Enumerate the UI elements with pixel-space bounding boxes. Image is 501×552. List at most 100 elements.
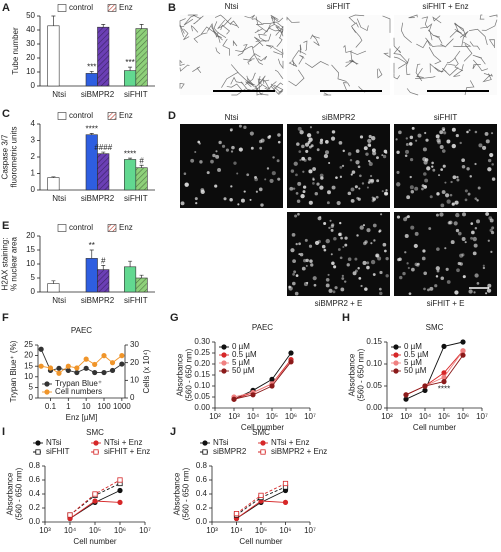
nucleus <box>297 126 302 131</box>
nucleus <box>447 221 451 225</box>
nucleus <box>429 286 434 291</box>
nucleus <box>312 182 315 185</box>
nucleus <box>411 126 415 130</box>
nucleus <box>304 238 308 242</box>
x-tick-label: 1000 <box>113 402 131 411</box>
point <box>56 365 62 371</box>
cell-network <box>323 92 332 96</box>
nucleus <box>260 203 264 207</box>
nucleus <box>455 134 459 138</box>
nucleus <box>327 273 330 276</box>
cell-network <box>356 18 369 32</box>
cell-network <box>179 64 190 72</box>
nucleus <box>361 182 365 185</box>
significance: *** <box>87 62 96 71</box>
nucleus <box>320 176 324 180</box>
nucleus <box>307 156 312 161</box>
chart-title: PAEC <box>252 323 273 332</box>
cell-network <box>221 71 239 88</box>
x-tick-label: Ntsi <box>52 90 66 99</box>
point <box>422 383 428 389</box>
error-bar <box>101 24 106 28</box>
nucleus <box>230 150 234 153</box>
nucleus <box>288 286 293 291</box>
cell-network <box>229 20 240 29</box>
x-tick-label: siFHIT <box>124 194 148 203</box>
nucleus <box>371 148 376 153</box>
nucleus <box>414 262 419 267</box>
nucleus <box>396 215 401 219</box>
legend-swatch <box>57 224 67 232</box>
legend-label: 0 µM <box>404 342 422 351</box>
nucleus <box>450 240 455 245</box>
cell-network <box>473 59 489 72</box>
nucleus <box>409 175 412 179</box>
nucleus <box>338 141 343 145</box>
nucleus <box>339 256 343 260</box>
nucleus <box>491 163 494 166</box>
cell-network <box>248 53 261 60</box>
bar <box>47 283 60 293</box>
y-tick-label: 20 <box>26 53 35 62</box>
error-bar <box>139 274 144 278</box>
cell-network <box>393 46 409 64</box>
y-tick-label: 0.00 <box>366 403 382 412</box>
nucleus <box>312 276 317 281</box>
cell-network <box>275 26 284 39</box>
y-tick-label: 0 <box>31 287 36 296</box>
point <box>92 361 98 368</box>
nucleus <box>301 144 305 149</box>
nucleus <box>468 289 473 294</box>
nucleus <box>254 175 257 179</box>
series-line <box>233 361 292 400</box>
nucleus <box>240 198 245 203</box>
nucleus <box>221 144 226 148</box>
significance: ** <box>89 241 95 250</box>
significance: # <box>139 156 144 165</box>
nucleus <box>424 131 427 135</box>
nucleus <box>378 287 382 291</box>
cell-network <box>258 33 267 42</box>
nucleus <box>330 228 334 232</box>
nucleus <box>305 264 308 267</box>
nucleus <box>482 266 486 270</box>
nucleus <box>489 152 494 158</box>
legend-marker <box>393 368 399 374</box>
nucleus <box>350 187 355 192</box>
legend-marker <box>221 344 227 350</box>
nucleus <box>446 139 451 144</box>
nucleus <box>398 130 402 135</box>
nucleus <box>366 186 369 189</box>
point <box>460 339 466 345</box>
nucleus <box>277 133 281 137</box>
legend-swatch <box>107 224 117 232</box>
series-line <box>41 354 123 374</box>
nucleus <box>295 192 299 195</box>
nucleus <box>359 135 364 139</box>
error-bar <box>51 176 56 178</box>
nucleus <box>255 190 258 193</box>
nucleus <box>385 257 389 261</box>
nucleus <box>456 178 460 182</box>
cell-network <box>345 59 359 65</box>
nucleus <box>405 137 408 140</box>
cell-network <box>273 47 284 55</box>
x-tick-label: 10² <box>209 412 221 421</box>
nucleus <box>341 277 345 280</box>
cell-network <box>264 79 277 90</box>
bar <box>47 177 60 191</box>
nucleus <box>455 228 460 233</box>
image-label: siFHIT <box>327 2 351 11</box>
nucleus <box>491 226 495 230</box>
cell-network <box>264 82 284 92</box>
nucleus <box>206 171 210 175</box>
nucleus <box>445 193 450 198</box>
legend-label: siBMPR2 + Enz <box>271 447 327 456</box>
point <box>117 487 123 494</box>
legend-marker <box>221 368 227 374</box>
nucleus <box>344 236 348 240</box>
cell-network <box>469 41 481 50</box>
nucleus <box>426 166 431 171</box>
nucleus <box>476 282 480 285</box>
axis-label: Caspase 3/7 <box>1 134 10 179</box>
